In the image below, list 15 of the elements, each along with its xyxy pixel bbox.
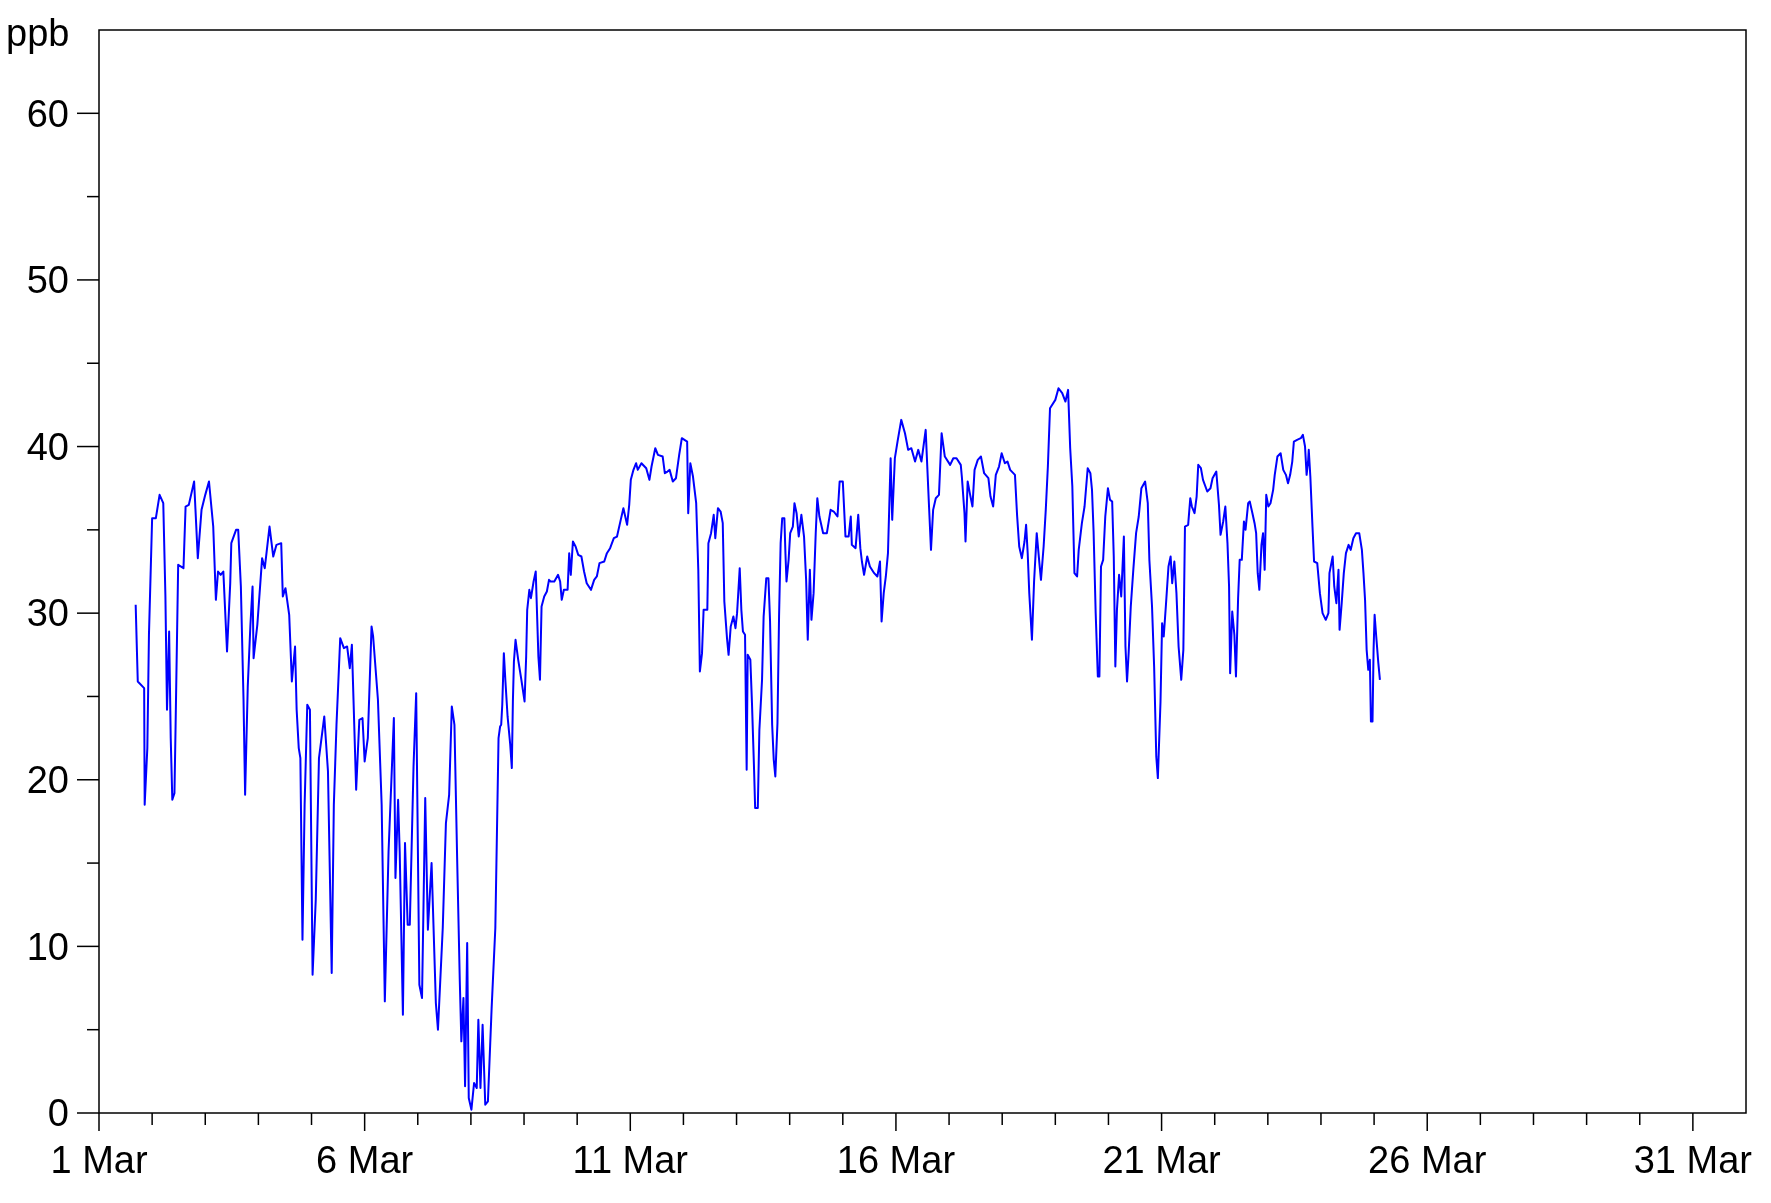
x-tick-label: 16 Mar bbox=[836, 1139, 956, 1181]
y-tick-label: 30 bbox=[26, 592, 69, 635]
x-tick-label: 6 Mar bbox=[316, 1139, 414, 1181]
y-tick-label: 40 bbox=[26, 425, 69, 468]
y-tick-label: 10 bbox=[26, 925, 69, 968]
x-tick-label: 26 Mar bbox=[1368, 1139, 1487, 1181]
y-tick-label: 50 bbox=[26, 259, 69, 302]
y-tick-label: 60 bbox=[26, 92, 69, 135]
x-tick-label: 1 Mar bbox=[50, 1139, 148, 1181]
x-tick-label: 21 Mar bbox=[1102, 1139, 1222, 1181]
y-tick-label: 0 bbox=[47, 1092, 69, 1135]
x-tick-label: 31 Mar bbox=[1633, 1139, 1753, 1181]
y-tick-label: 20 bbox=[26, 759, 69, 802]
x-tick-label: 11 Mar bbox=[572, 1139, 689, 1181]
y-axis-title: ppb bbox=[6, 12, 70, 54]
